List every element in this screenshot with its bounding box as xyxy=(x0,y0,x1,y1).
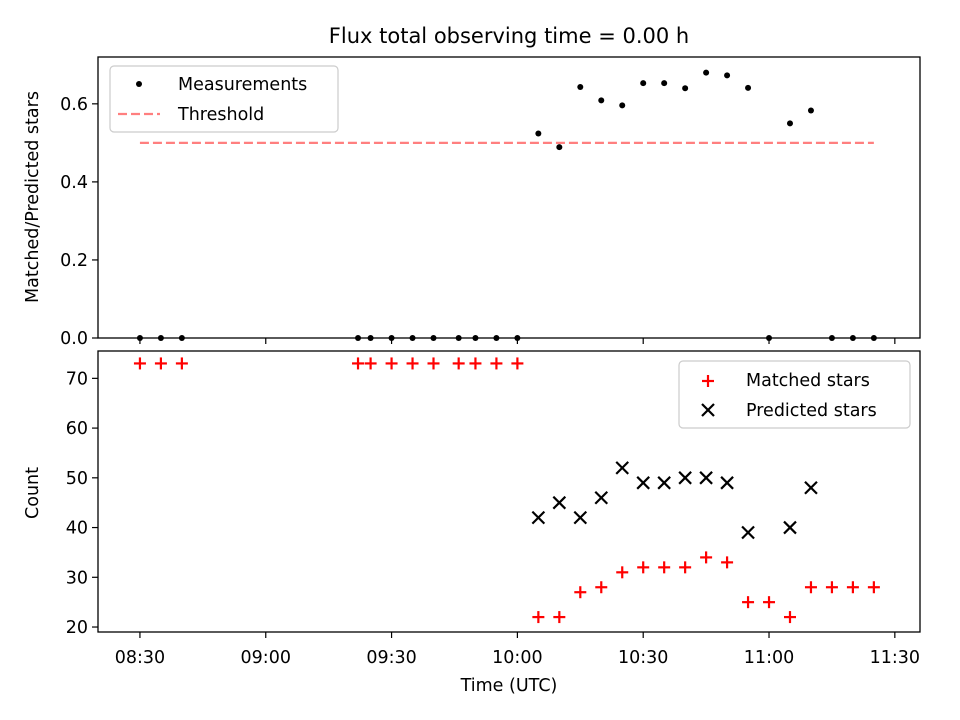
matched-star-point xyxy=(352,357,365,370)
bottom-axes: 20 30 40 50 60 70 08:30 09:00 09:30 10:00 10:30 11:… xyxy=(66,369,920,668)
matched-star-point xyxy=(742,596,755,609)
measurement-point xyxy=(640,80,647,87)
legend-measurements-marker xyxy=(136,81,142,87)
x-tick-label: 09:30 xyxy=(366,648,416,668)
bottom-y-tick-label: 20 xyxy=(66,618,88,638)
bottom-panel: 20 30 40 50 60 70 08:30 09:00 09:30 10:00 10:30 11:… xyxy=(23,350,921,696)
top-panel: 0.0 0.2 0.4 0.6 Matched/Predicted stars Mea… xyxy=(23,56,921,349)
matched-star-point xyxy=(469,357,482,370)
matched-star-point xyxy=(595,581,608,594)
matched-star-point xyxy=(825,581,838,594)
legend-matched-marker xyxy=(702,375,714,387)
bottom-y-tick-label: 40 xyxy=(66,519,88,539)
predicted-star-point xyxy=(552,495,567,510)
bottom-y-axis-label: Count xyxy=(23,467,43,519)
matched-star-point xyxy=(616,566,629,579)
measurement-point xyxy=(807,107,814,114)
matched-star-point xyxy=(490,357,503,370)
top-legend: Measurements Threshold xyxy=(109,65,339,133)
matched-star-point xyxy=(658,561,671,574)
measurement-point xyxy=(786,120,793,127)
matched-star-point xyxy=(364,357,377,370)
x-axis-label: Time (UTC) xyxy=(460,676,558,696)
measurement-point xyxy=(682,85,689,92)
measurement-point xyxy=(577,84,584,91)
predicted-star-point xyxy=(804,480,818,495)
predicted-star-point xyxy=(531,510,546,525)
chart-title: Flux total observing time = 0.00 h xyxy=(329,24,689,48)
measurement-point xyxy=(724,72,731,79)
matched-star-point xyxy=(846,581,859,594)
matched-star-point xyxy=(452,357,465,370)
matched-star-point xyxy=(532,611,545,624)
bottom-legend: Matched stars Predicted stars xyxy=(678,360,911,429)
matched-star-point xyxy=(721,556,734,569)
matched-star-point xyxy=(154,357,167,370)
matched-star-point xyxy=(406,357,419,370)
measurement-point xyxy=(619,102,626,109)
matched-star-point xyxy=(679,561,692,574)
measurement-point xyxy=(535,130,542,137)
bottom-y-tick-label: 70 xyxy=(66,369,88,389)
predicted-star-point xyxy=(636,476,650,490)
predicted-star-point xyxy=(783,520,797,535)
bottom-y-tick-label: 30 xyxy=(66,568,88,588)
bottom-y-tick-label: 50 xyxy=(66,469,88,489)
top-y-axis-label: Matched/Predicted stars xyxy=(23,91,43,303)
predicted-star-point xyxy=(657,476,671,490)
top-y-tick-label: 0.2 xyxy=(60,251,88,271)
x-tick-label: 11:30 xyxy=(870,648,920,668)
matched-star-point xyxy=(574,586,587,599)
matched-star-point xyxy=(763,596,776,609)
bottom-plot-frame xyxy=(97,350,921,633)
top-axes: 0.0 0.2 0.4 0.6 xyxy=(60,95,896,349)
predicted-star-point xyxy=(741,525,755,540)
measurement-point xyxy=(745,84,752,91)
matched-star-point xyxy=(700,551,713,564)
top-y-tick-label: 0.6 xyxy=(60,95,88,115)
predicted-star-point xyxy=(615,461,630,475)
bottom-y-tick-label: 60 xyxy=(66,419,88,439)
matched-star-point xyxy=(385,357,398,370)
predicted-star-point xyxy=(594,490,609,505)
legend-predicted-marker xyxy=(701,403,715,417)
matched-star-point xyxy=(553,611,566,624)
predicted-star-point xyxy=(678,471,692,485)
top-y-tick-label: 0.4 xyxy=(60,173,88,193)
matched-star-point xyxy=(637,561,650,574)
x-tick-label: 11:00 xyxy=(744,648,794,668)
matched-star-point xyxy=(867,581,880,594)
matched-star-point xyxy=(133,357,146,370)
measurement-point xyxy=(598,97,605,104)
bottom-legend-box xyxy=(678,360,911,429)
predicted-star-point xyxy=(720,476,734,490)
predicted-star-point xyxy=(699,471,713,485)
matched-star-point xyxy=(175,357,188,370)
legend-matched-label: Matched stars xyxy=(746,371,870,391)
x-tick-label: 09:00 xyxy=(241,648,291,668)
matched-star-point xyxy=(427,357,440,370)
top-legend-box xyxy=(109,65,339,133)
legend-measurements-label: Measurements xyxy=(178,75,307,95)
matched-star-point xyxy=(783,611,796,624)
x-tick-label: 10:00 xyxy=(492,648,542,668)
predicted-star-point xyxy=(573,510,588,525)
legend-threshold-label: Threshold xyxy=(177,105,264,125)
bottom-plot-marks xyxy=(133,357,880,624)
measurement-point xyxy=(556,144,563,151)
matched-star-point xyxy=(511,357,524,370)
matched-star-point xyxy=(804,581,817,594)
top-plot-frame xyxy=(97,56,921,339)
x-tick-label: 10:30 xyxy=(618,648,668,668)
measurement-point xyxy=(703,69,710,76)
top-y-tick-label: 0.0 xyxy=(60,329,88,349)
measurement-point xyxy=(661,80,668,87)
legend-predicted-label: Predicted stars xyxy=(746,401,877,421)
x-tick-label: 08:30 xyxy=(115,648,165,668)
